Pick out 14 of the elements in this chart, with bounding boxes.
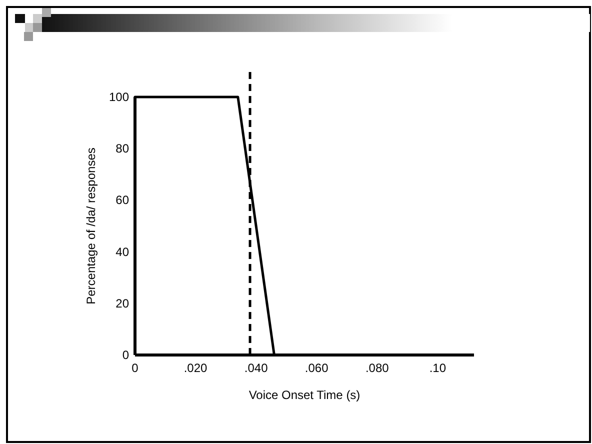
x-axis-title: Voice Onset Time (s) (248, 388, 360, 402)
x-tick-label: 0 (132, 361, 139, 375)
y-tick-label: 80 (116, 142, 130, 156)
y-axis-title: Percentage of /da/ responses (84, 148, 98, 304)
x-tick-label: .020 (184, 361, 208, 375)
y-tick-label: 40 (116, 244, 130, 259)
y-tick-label: 100 (108, 90, 130, 104)
y-tick-label: 60 (116, 193, 130, 208)
x-tick-label: .040 (244, 361, 268, 375)
x-tick-label: .060 (304, 361, 329, 375)
x-tick-label: .10 (429, 361, 446, 375)
y-tick-label: 20 (116, 296, 130, 310)
y-tick-label: 0 (122, 348, 130, 362)
x-tick-label: .080 (365, 361, 390, 375)
